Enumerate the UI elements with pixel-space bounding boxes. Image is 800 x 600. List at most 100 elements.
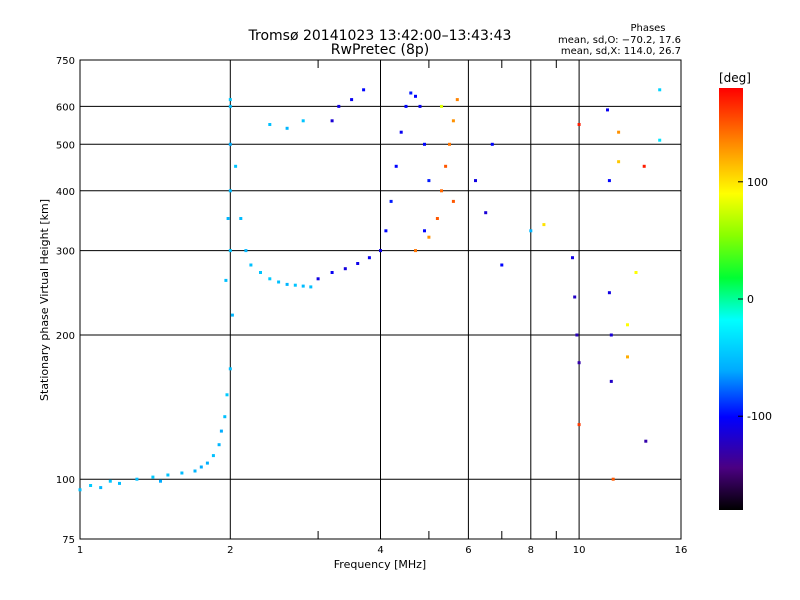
data-point [244,249,248,253]
data-point [309,285,313,289]
stats-heading: Phases [630,23,665,34]
colorbar[interactable]: [deg] 100 0 -100 [719,71,772,510]
data-point [268,277,272,281]
data-point [444,164,448,168]
x-tick-label: 8 [528,545,534,556]
axes: 1 2 4 6 8 10 16 75 100 200 300 400 500 600 750 [56,56,687,556]
data-point [193,469,197,473]
data-point [228,249,232,253]
data-point [379,249,382,253]
y-tick-label: 100 [56,475,75,486]
data-point [634,271,638,274]
data-point [217,443,221,447]
x-tick-label: 16 [675,545,688,556]
data-point [642,164,646,168]
y-tick-label: 300 [56,247,75,258]
data-point [571,256,574,260]
data-point [356,262,360,265]
data-point [228,142,232,146]
data-point [435,217,439,220]
data-point [249,263,253,267]
data-point [423,229,426,233]
data-point [577,123,581,126]
data-point [384,229,388,233]
data-point [423,142,426,146]
x-axis-label: Frequency [MHz] [334,558,426,571]
x-tick-label: 2 [227,545,233,556]
data-point [607,179,611,183]
data-point [644,439,648,443]
data-point [609,333,613,337]
x-tick-label: 6 [465,545,471,556]
y-tick-label: 750 [56,56,75,67]
x-tick-label: 1 [77,545,83,556]
data-point [330,119,334,123]
y-tick-label: 200 [56,331,75,342]
data-point [135,477,139,481]
data-point [658,138,662,142]
data-point [228,189,232,193]
data-point [577,423,581,427]
data-point [118,481,121,485]
data-point [399,130,403,134]
data-point [228,104,232,108]
data-point [285,126,289,130]
data-point [367,256,371,260]
y-tick-label: 500 [56,140,75,151]
data-point [219,429,223,433]
data-point [577,361,581,365]
data-point [490,142,494,146]
data-point [228,367,232,371]
data-point [427,235,431,239]
data-point [228,98,232,102]
data-point [316,277,320,281]
data-point [268,123,272,126]
data-point [542,223,546,227]
x-tick-label: 10 [573,545,586,556]
data-point [427,179,431,183]
data-point [234,164,238,168]
data-point [301,119,305,123]
data-point [239,217,243,220]
data-point [606,108,609,112]
x-tick-label: 4 [377,545,383,556]
data-points [78,88,662,492]
data-point [617,160,621,164]
data-point [409,91,413,95]
plot-area: 1 2 4 6 8 10 16 75 100 200 300 400 500 600 750 [56,56,687,556]
data-point [199,465,203,469]
data-point [389,199,393,203]
data-point [226,217,230,220]
data-point [404,104,408,108]
y-tick-label: 600 [56,102,75,113]
data-point [159,479,162,483]
data-point [350,98,354,102]
data-point [99,486,103,490]
data-point [484,211,488,215]
data-point [330,271,334,274]
data-point [108,479,112,483]
chart-title: Tromsø 20141023 13:42:00–13:43:43 [248,28,512,44]
data-point [440,104,443,108]
data-point [337,104,341,108]
data-point [180,471,184,475]
y-axis-label: Stationary phase Virtual Height [km] [38,199,51,401]
data-point [573,295,577,299]
colorbar-tick-label: 0 [747,293,754,306]
data-point [418,104,422,108]
data-point [626,323,629,327]
colorbar-tick-label: 100 [747,176,768,189]
data-point [285,282,289,286]
data-point [78,488,82,492]
data-point [474,179,477,183]
y-tick-label: 400 [56,187,75,198]
data-point [448,142,451,146]
data-point [617,130,621,134]
data-point [529,229,533,233]
data-point [626,355,629,359]
data-point [611,477,615,481]
y-tick-label: 75 [62,535,75,546]
data-point [343,267,347,271]
data-point [609,379,613,383]
data-point [259,271,262,274]
